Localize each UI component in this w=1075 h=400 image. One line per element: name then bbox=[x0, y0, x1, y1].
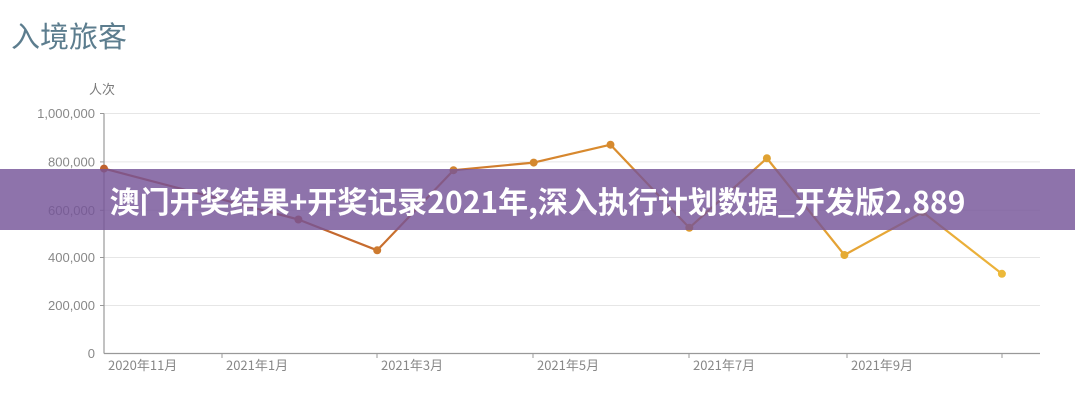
svg-text:2021年1月: 2021年1月 bbox=[226, 355, 288, 374]
svg-text:800,000: 800,000 bbox=[48, 154, 95, 169]
svg-text:2021年7月: 2021年7月 bbox=[693, 355, 755, 374]
svg-text:2021年5月: 2021年5月 bbox=[537, 355, 599, 374]
svg-text:400,000: 400,000 bbox=[48, 250, 95, 265]
svg-text:2020年11月: 2020年11月 bbox=[108, 355, 177, 374]
svg-text:2021年3月: 2021年3月 bbox=[381, 355, 443, 374]
svg-text:1,000,000: 1,000,000 bbox=[37, 106, 95, 121]
svg-text:0: 0 bbox=[88, 346, 95, 361]
svg-text:200,000: 200,000 bbox=[48, 298, 95, 313]
svg-text:2021年9月: 2021年9月 bbox=[851, 355, 913, 374]
